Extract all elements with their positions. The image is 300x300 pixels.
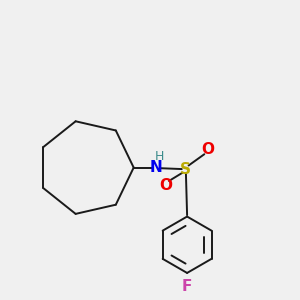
Text: S: S xyxy=(180,162,191,177)
Text: O: O xyxy=(201,142,214,157)
Text: N: N xyxy=(150,160,162,175)
Text: O: O xyxy=(159,178,172,193)
Text: F: F xyxy=(182,280,192,295)
Text: H: H xyxy=(155,150,164,163)
